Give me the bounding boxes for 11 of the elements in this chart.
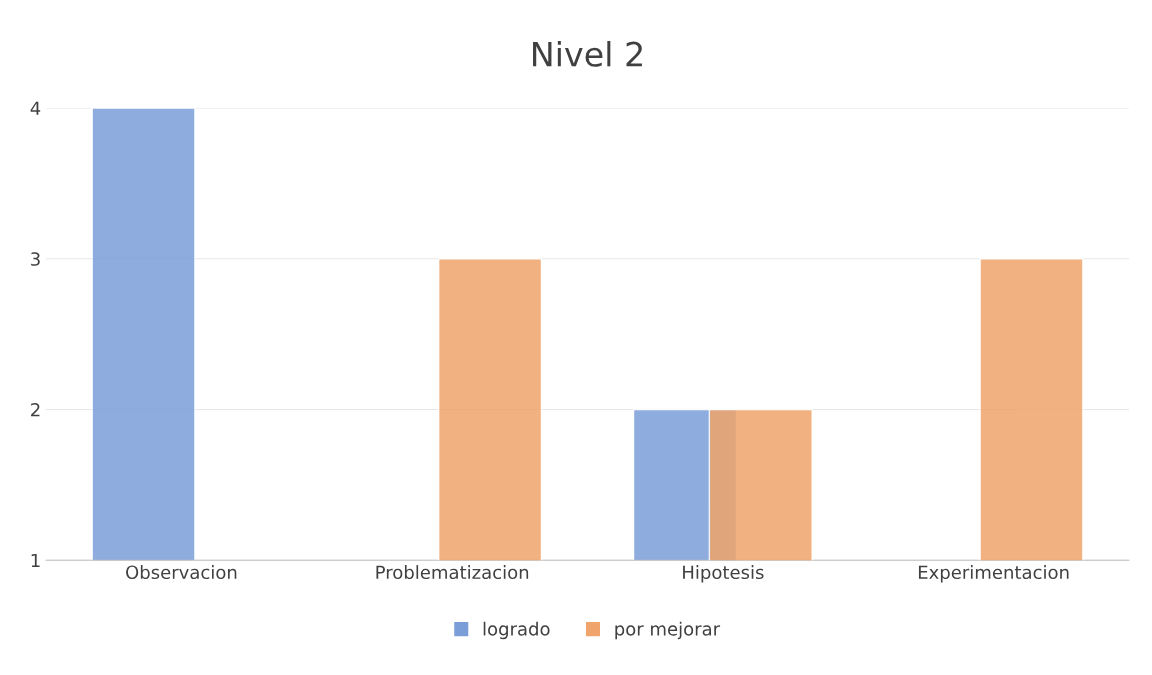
legend-label: logrado bbox=[483, 621, 550, 640]
y-tick-label: 2 bbox=[31, 402, 40, 417]
x-tick-label: Observacion bbox=[126, 565, 237, 580]
x-tick-label: Problematizacion bbox=[376, 565, 529, 580]
chart-title: Nivel 2 bbox=[533, 41, 642, 67]
y-tick-label: 1 bbox=[31, 553, 40, 568]
y-tick-label: 4 bbox=[30, 101, 41, 115]
y-tick-label: 3 bbox=[31, 252, 40, 266]
x-tick-label: Hipotesis bbox=[683, 565, 764, 583]
x-tick-label: Experimentacion bbox=[918, 565, 1069, 583]
legend-label: por mejorar bbox=[615, 621, 721, 640]
